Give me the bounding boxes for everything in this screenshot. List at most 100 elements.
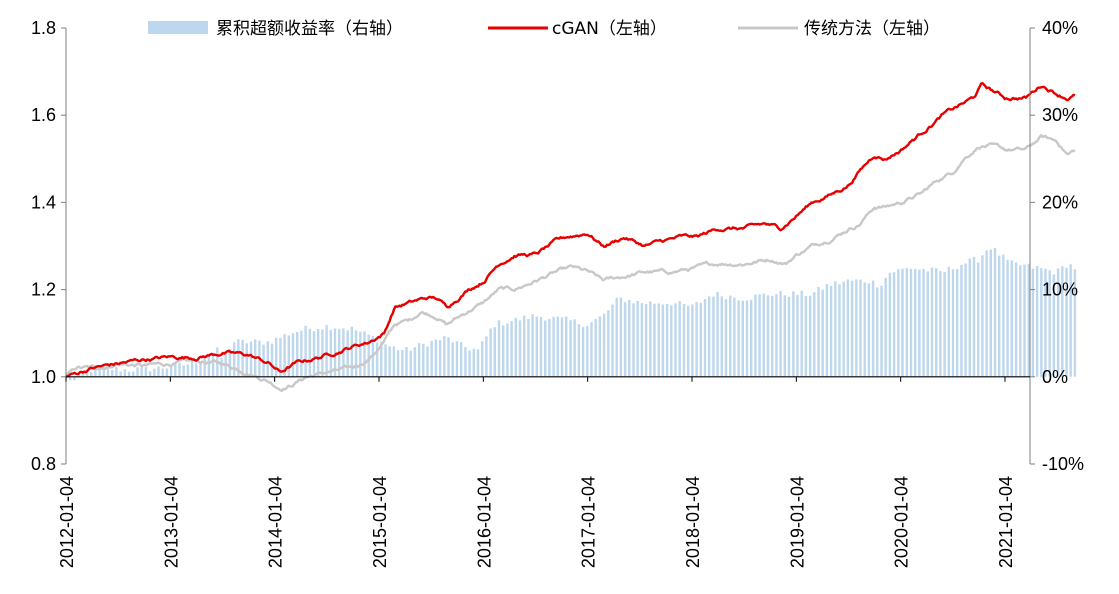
excess-return-bar [333,328,337,377]
excess-return-bar [935,268,938,377]
excess-return-bar [317,329,320,377]
excess-return-bar [186,364,190,377]
legend-label: 传统方法（左轴） [804,19,940,39]
excess-return-bar [825,284,829,377]
excess-return-bar [497,320,501,377]
excess-return-bar [842,281,845,377]
excess-return-bar [964,263,967,377]
excess-return-bar [283,334,286,377]
excess-return-bar [1002,254,1005,377]
excess-return-bar [750,299,753,377]
legend: 累积超额收益率（右轴） cGAN（左轴） 传统方法（左轴） [148,19,940,39]
series-lines [65,81,1076,393]
excess-return-bar [527,319,530,377]
excess-return-bar [384,344,387,377]
excess-return-bar [493,327,496,377]
excess-return-bar [880,285,883,377]
excess-return-bar [1006,259,1009,377]
excess-return-bar [85,369,89,377]
excess-return-bar [1027,263,1030,377]
excess-return-bar [98,366,101,377]
excess-return-bar [813,292,816,377]
excess-return-bar [413,347,417,377]
excess-return-bar [884,277,887,377]
excess-return-bar [363,331,366,377]
x-tick-label: 2021-01-04 [996,476,1016,568]
excess-return-bar [674,303,677,377]
excess-return-bar [665,303,669,377]
excess-return-bar [779,291,782,377]
excess-return-bar [909,268,913,377]
excess-return-bar [304,325,307,377]
excess-return-bar [867,283,871,377]
excess-return-bar [535,316,538,377]
excess-return-bar [266,341,269,377]
excess-return-bar [905,268,908,377]
excess-return-bar [829,285,833,377]
excess-return-bar [817,287,820,377]
excess-return-bar [106,367,110,377]
excess-return-bar [691,304,694,377]
right-tick-label: -10% [1042,454,1084,474]
excess-return-bar [300,330,303,377]
excess-return-bar [510,321,513,377]
excess-return-bar [523,315,526,377]
excess-return-bar [703,299,707,377]
excess-return-bar [943,271,946,377]
excess-return-bar [211,352,215,377]
axes: 0.8 1.0 1.2 1.4 1.6 1.8 -10% 0% 10% 20% 30% 40% 2012… [31,18,1084,568]
legend-label: cGAN（左轴） [552,19,667,39]
excess-return-bar [930,267,934,377]
excess-return-bar [127,371,131,377]
x-tick-label: 2014-01-04 [266,476,286,568]
excess-return-bar [178,362,181,377]
excess-return-bar [405,347,408,377]
excess-return-bar [775,294,778,377]
excess-return-bar [312,331,316,377]
excess-return-bar [443,336,446,377]
excess-return-bar [859,279,862,377]
excess-return-bar [182,365,185,377]
excess-return-bar [619,297,623,377]
x-tick-label: 2020-01-04 [892,476,912,568]
excess-return-bar [161,368,164,377]
excess-return-bar [409,350,412,377]
excess-return-bar [981,255,984,377]
excess-return-bar [670,305,673,377]
excess-return-bar [960,264,963,377]
left-tick-label: 1.2 [31,280,56,300]
excess-return-bar [438,340,442,377]
excess-return-bar [607,310,610,377]
excess-return-bar [577,324,581,377]
excess-return-bar [291,333,295,377]
x-tick-label: 2012-01-04 [57,476,77,568]
excess-return-bar [569,320,572,377]
excess-return-bar [724,299,728,377]
excess-return-bar [350,326,354,377]
excess-return-bar [354,330,358,377]
excess-return-bar [649,301,652,377]
excess-return-bar [834,281,837,377]
left-tick-label: 1.4 [31,192,56,212]
excess-return-bar [502,325,505,377]
excess-return-bar [308,328,311,377]
excess-return-bar [762,293,765,377]
excess-return-bar [897,269,900,377]
excess-return-bar [754,294,757,377]
excess-return-bar [661,304,665,377]
excess-return-bar [787,296,791,377]
excess-return-bar [388,346,391,377]
right-tick-label: 30% [1042,105,1078,125]
excess-return-bar [199,361,202,377]
excess-return-bar [548,318,551,377]
excess-return-bar [287,335,290,377]
excess-return-bar [968,258,971,377]
excess-return-bar [165,368,169,377]
excess-return-bar [846,279,850,377]
right-tick-label: 40% [1042,18,1078,38]
excess-return-bar [144,366,148,377]
excess-return-bar [148,371,152,377]
excess-return-bar [640,303,644,377]
excess-return-bar [623,302,627,377]
excess-return-bar [796,295,799,377]
